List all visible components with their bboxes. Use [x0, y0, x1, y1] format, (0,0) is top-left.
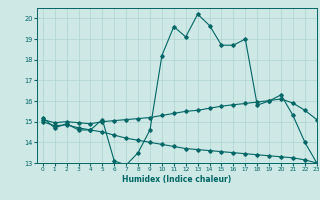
- X-axis label: Humidex (Indice chaleur): Humidex (Indice chaleur): [122, 175, 231, 184]
